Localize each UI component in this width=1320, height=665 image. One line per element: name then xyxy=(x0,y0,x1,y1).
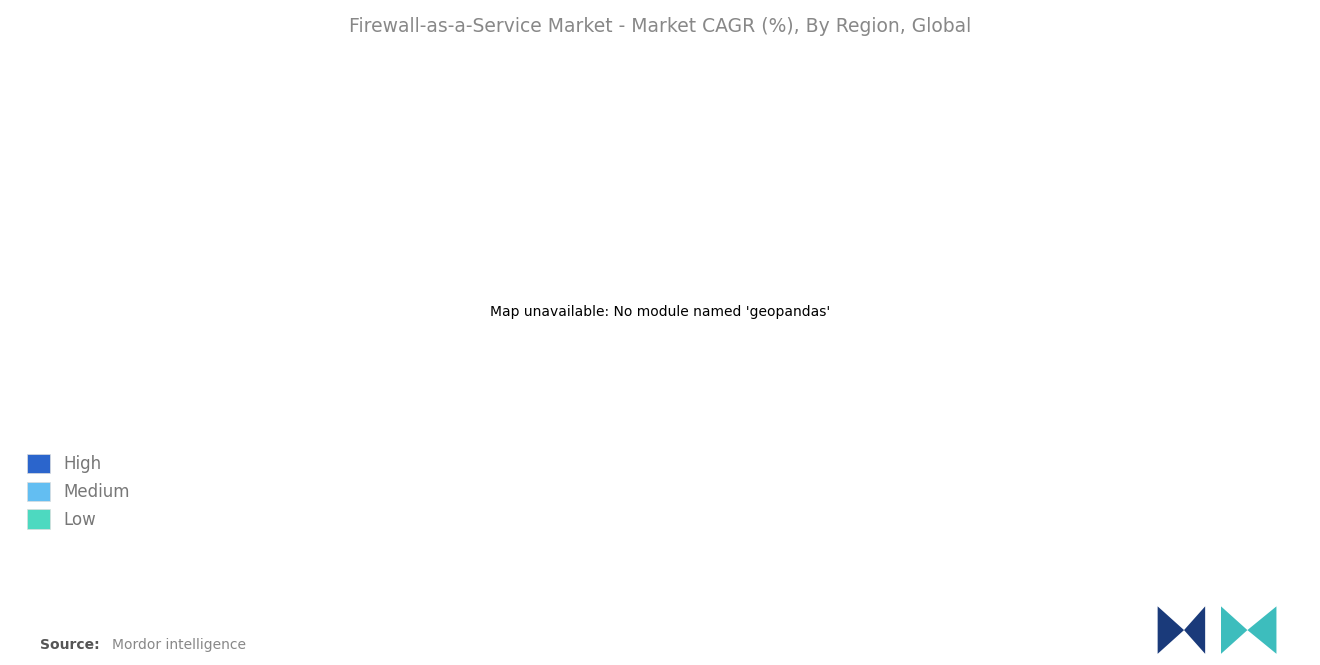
Legend: High, Medium, Low: High, Medium, Low xyxy=(21,450,135,533)
Text: Map unavailable: No module named 'geopandas': Map unavailable: No module named 'geopan… xyxy=(490,305,830,319)
Text: Mordor intelligence: Mordor intelligence xyxy=(112,638,247,652)
Text: Source:: Source: xyxy=(40,638,99,652)
Text: Firewall-as-a-Service Market - Market CAGR (%), By Region, Global: Firewall-as-a-Service Market - Market CA… xyxy=(348,17,972,36)
